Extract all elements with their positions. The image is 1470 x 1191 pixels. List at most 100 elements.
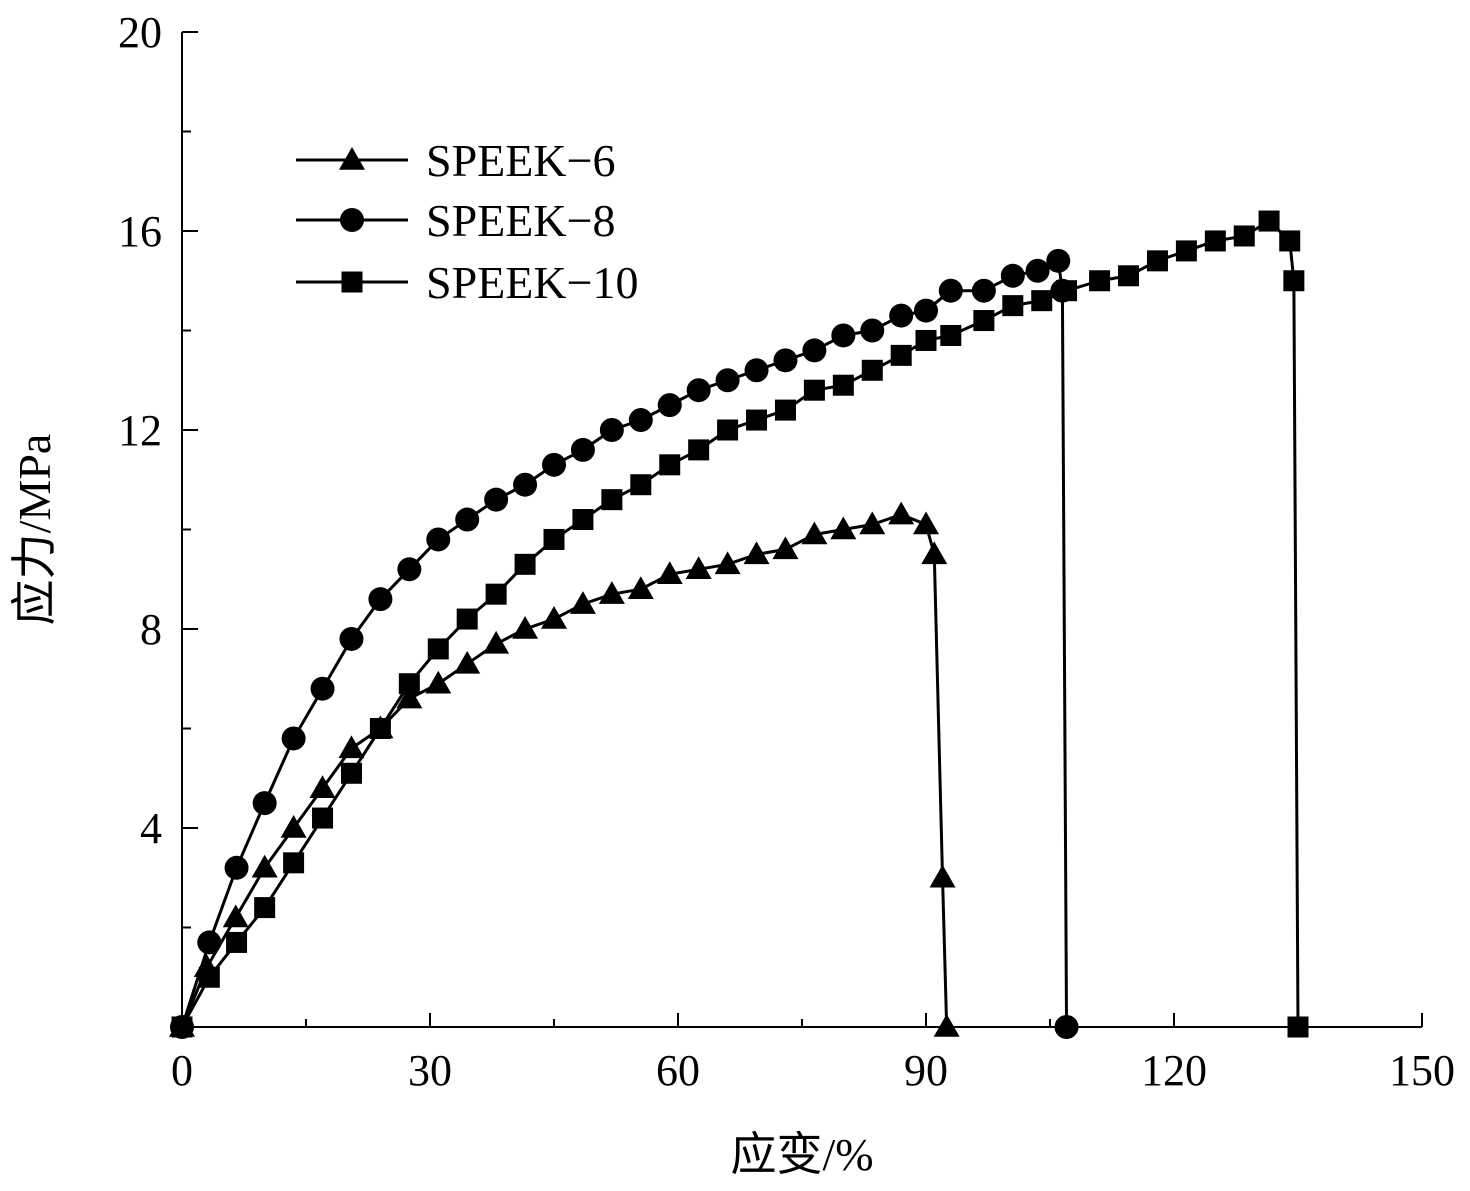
y-tick-label: 4	[140, 804, 162, 853]
data-point	[686, 378, 711, 403]
data-point	[569, 591, 596, 614]
data-point	[543, 528, 565, 550]
data-point	[339, 626, 364, 651]
data-point	[454, 650, 481, 674]
legend-marker	[340, 208, 364, 232]
series-circle	[170, 248, 1079, 1039]
data-point	[251, 854, 278, 878]
data-point	[659, 454, 681, 476]
legend-label: SPEEK−6	[426, 135, 616, 186]
data-point	[369, 718, 391, 739]
data-point	[888, 501, 915, 525]
data-point	[861, 359, 883, 381]
data-point	[280, 815, 307, 838]
series-layer	[169, 210, 1309, 1039]
y-tick-label: 12	[118, 406, 162, 455]
data-point	[484, 487, 509, 512]
data-point	[743, 541, 770, 565]
data-point	[1056, 280, 1078, 302]
data-point	[542, 452, 566, 477]
data-point	[368, 587, 393, 612]
data-point	[915, 329, 937, 351]
data-point	[627, 576, 654, 599]
data-point	[283, 852, 305, 874]
data-point	[456, 608, 478, 630]
data-point	[802, 338, 827, 363]
data-point	[772, 536, 799, 560]
data-point	[973, 310, 995, 332]
data-point	[601, 489, 623, 511]
data-point	[455, 507, 480, 532]
series-line	[180, 259, 1069, 1028]
data-point	[598, 581, 625, 604]
data-point	[889, 303, 914, 328]
data-point	[773, 348, 798, 373]
data-point	[630, 474, 652, 496]
data-point	[226, 931, 248, 953]
legend-label: SPEEK−8	[426, 195, 616, 246]
data-point	[714, 551, 741, 575]
data-point	[1283, 270, 1305, 292]
x-tick-label: 0	[171, 1046, 193, 1095]
data-point	[801, 521, 828, 545]
data-point	[803, 379, 825, 401]
x-tick-label: 120	[1141, 1046, 1207, 1095]
legend: SPEEK−6 SPEEK−8 SPEEK−10	[296, 135, 639, 308]
data-point	[830, 516, 857, 540]
y-tick-label: 16	[118, 207, 162, 256]
y-axis-title: 应力/MPa	[9, 434, 60, 626]
x-tick-label: 150	[1389, 1046, 1455, 1095]
data-point	[483, 630, 510, 654]
y-tick-label: 8	[140, 605, 162, 654]
data-point	[657, 393, 682, 418]
data-point	[929, 864, 956, 888]
data-point	[338, 735, 365, 759]
data-point	[774, 399, 796, 421]
data-point	[744, 358, 769, 383]
data-point	[656, 561, 683, 585]
legend-item: SPEEK−8	[296, 195, 616, 246]
data-point	[1146, 250, 1168, 272]
data-point	[310, 676, 335, 701]
data-point	[913, 511, 939, 535]
data-point	[312, 807, 334, 829]
data-point	[572, 509, 594, 531]
data-point	[940, 324, 962, 346]
data-point	[1287, 1016, 1309, 1038]
data-point	[599, 418, 624, 442]
legend-item: SPEEK−6	[296, 135, 616, 186]
data-point	[224, 855, 249, 880]
data-point	[715, 368, 740, 393]
data-point	[921, 541, 948, 565]
data-point	[859, 511, 886, 535]
x-tick-label: 60	[656, 1046, 700, 1095]
data-point	[398, 673, 420, 695]
data-point	[281, 726, 306, 751]
data-point	[425, 670, 452, 694]
legend-marker	[339, 147, 365, 170]
data-point	[485, 583, 507, 605]
data-point	[309, 775, 336, 798]
data-point	[513, 472, 538, 497]
data-point	[1204, 230, 1226, 252]
data-point	[541, 606, 567, 629]
data-point	[971, 278, 996, 303]
data-point	[514, 553, 536, 575]
data-point	[340, 762, 362, 784]
data-point	[1175, 240, 1197, 262]
data-point	[1046, 248, 1071, 273]
data-point	[1031, 290, 1053, 312]
data-point	[628, 408, 653, 433]
series-line	[180, 219, 1300, 1028]
data-point	[396, 685, 423, 709]
data-point	[426, 527, 451, 552]
data-point	[198, 966, 220, 988]
data-point	[1000, 263, 1025, 288]
series-square	[171, 210, 1309, 1038]
data-point	[1258, 210, 1280, 232]
data-point	[831, 323, 856, 348]
series-triangle	[169, 501, 960, 1037]
data-point	[933, 1014, 960, 1037]
legend-label: SPEEK−10	[426, 257, 639, 308]
x-tick-label: 90	[904, 1046, 948, 1095]
